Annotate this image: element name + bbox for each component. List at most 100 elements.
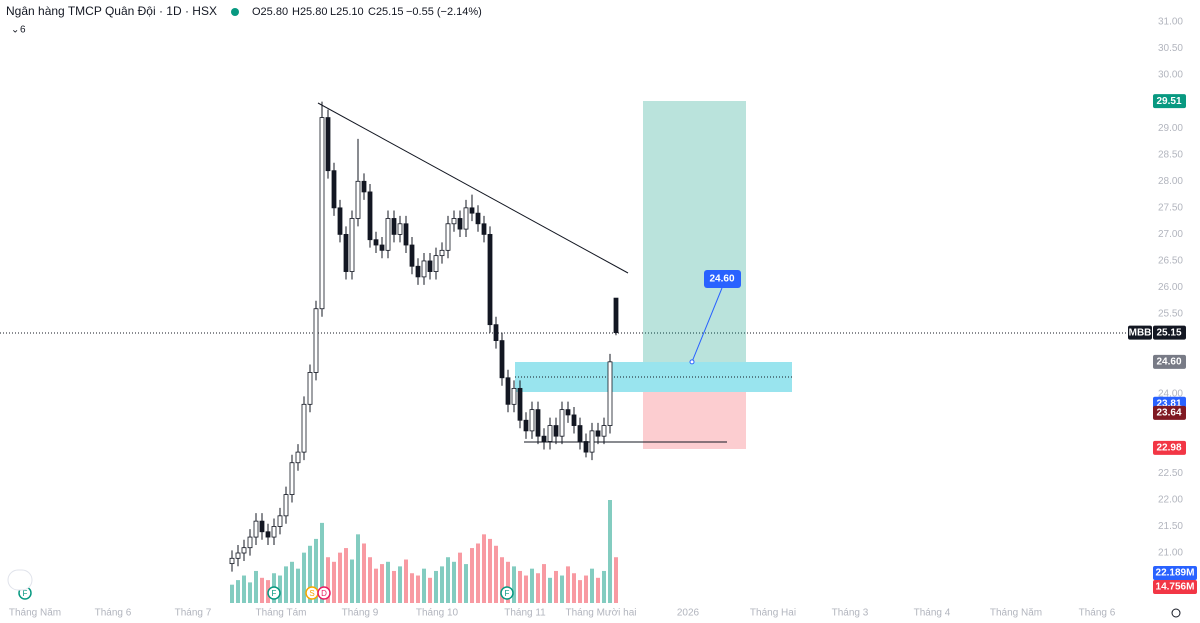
volume-bar: [452, 561, 456, 603]
candle-body: [559, 409, 565, 437]
y-tick-label: 22.00: [1158, 495, 1183, 506]
x-tick-label: Tháng 11: [504, 608, 546, 619]
volume-bar: [254, 570, 258, 603]
candle-body: [385, 218, 391, 251]
volume-bar: [320, 522, 324, 603]
x-tick-label: Tháng Năm: [9, 608, 61, 619]
volume-bar: [380, 564, 384, 603]
price-tag: [1153, 405, 1186, 420]
candle-body: [607, 361, 613, 426]
candle-body: [583, 441, 589, 453]
volume-bar: [356, 534, 360, 603]
event-marker: [267, 586, 281, 600]
y-tick-label: 28.00: [1158, 176, 1183, 187]
candle-body: [379, 244, 385, 251]
volume-bar: [554, 570, 558, 603]
volume-bar: [260, 577, 264, 603]
target-label: 24.60: [709, 274, 734, 285]
candle-body: [565, 409, 571, 416]
status-dot: [231, 8, 239, 16]
ohlc-value: O25.80: [252, 6, 288, 18]
x-tick-label: Tháng 9: [342, 608, 379, 619]
volume-bar: [488, 538, 492, 603]
volume-bar: [566, 566, 570, 603]
volume-bar: [416, 575, 420, 603]
y-tick-label: 31.00: [1158, 17, 1183, 28]
volume-bar: [512, 566, 516, 603]
settings-icon: [1171, 608, 1181, 618]
x-tick-label: Tháng 7: [175, 608, 212, 619]
volume-bar: [458, 552, 462, 603]
volume-bar: [284, 566, 288, 603]
candle-body: [457, 218, 463, 230]
candle-body: [469, 207, 475, 214]
candle-body: [475, 212, 481, 225]
volume-tag-label: 22.189M: [1156, 568, 1195, 579]
candle-body: [289, 462, 295, 495]
candle-body: [325, 117, 331, 172]
volume-bar: [374, 568, 378, 603]
candle-body: [235, 552, 241, 559]
y-tick-label: 27.00: [1158, 229, 1183, 240]
candle-body: [373, 239, 379, 246]
volume-bar: [494, 545, 498, 603]
ohlc-value: C25.15: [368, 6, 403, 18]
candle-body: [319, 117, 325, 310]
volume-bar: [578, 580, 582, 603]
candle-body: [313, 308, 319, 373]
volume-bar: [308, 545, 312, 603]
candle-body: [427, 260, 433, 272]
event-marker-label: F: [505, 589, 510, 598]
indicator-count[interactable]: 6: [20, 25, 26, 36]
volume-bar: [584, 575, 588, 603]
volume-bar: [614, 557, 618, 603]
volume-bar: [278, 575, 282, 603]
volume-bar: [410, 573, 414, 603]
candle-body: [481, 223, 487, 235]
event-marker: [500, 586, 514, 600]
volume-bar: [602, 570, 606, 603]
candle-body: [277, 515, 283, 527]
candle-body: [505, 377, 511, 405]
y-tick-label: 24.00: [1158, 388, 1183, 399]
candle-body: [415, 265, 421, 278]
volume-bar: [476, 543, 480, 603]
event-marker-label: S: [309, 589, 314, 598]
price-tag-label: 29.51: [1156, 96, 1181, 107]
y-tick-label: 30.00: [1158, 70, 1183, 81]
candle-body: [301, 403, 307, 453]
candle-body: [397, 223, 403, 235]
volume-bar: [596, 577, 600, 603]
trend-line: [317, 102, 629, 274]
price-tag: [1153, 354, 1186, 369]
y-tick-label: 30.50: [1158, 43, 1183, 54]
symbol-tag: [1128, 325, 1152, 340]
volume-bar: [434, 570, 438, 603]
collapse-icon[interactable]: ⌄: [11, 25, 19, 36]
candle-body: [367, 191, 373, 241]
x-tick-label: Tháng 10: [416, 608, 459, 619]
volume-bar: [386, 561, 390, 603]
volume-bar: [368, 557, 372, 603]
y-tick-label: 22.50: [1158, 468, 1183, 479]
volume-bar: [524, 575, 528, 603]
y-tick-label: 29.00: [1158, 123, 1183, 134]
candle-body: [601, 425, 607, 437]
candle-body: [433, 255, 439, 272]
event-marker-label: D: [321, 589, 327, 598]
candle-body: [361, 180, 367, 193]
price-tag: [1153, 94, 1186, 109]
volume-bar: [404, 559, 408, 603]
event-marker: [317, 586, 331, 600]
ohlc-value: −0.55 (−2.14%): [406, 6, 482, 18]
y-tick-label: 26.50: [1158, 256, 1183, 267]
volume-bar: [464, 564, 468, 603]
volume-bar: [548, 577, 552, 603]
x-tick-label: Tháng 4: [914, 608, 951, 619]
candle-body: [553, 425, 559, 437]
volume-tag: [1153, 566, 1197, 580]
volume-bar: [248, 582, 252, 603]
volume-bar: [296, 568, 300, 603]
volume-bar: [590, 568, 594, 603]
